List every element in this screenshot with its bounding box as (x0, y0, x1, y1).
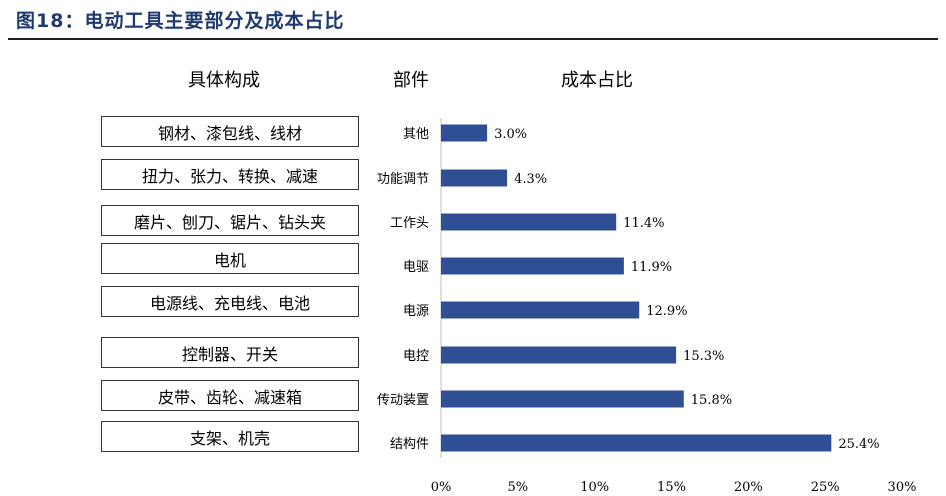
component-box: 钢材、漆包线、线材 (101, 116, 359, 147)
value-label: 4.3% (514, 172, 547, 187)
value-label: 15.3% (683, 349, 724, 364)
x-tick-label: 30% (888, 480, 917, 495)
component-box: 支架、机壳 (101, 421, 359, 452)
category-label: 结构件 (390, 437, 429, 452)
bar (441, 346, 677, 364)
header-components: 具体构成 (188, 70, 260, 91)
category-label: 电源 (403, 304, 429, 319)
category-label: 电驱 (403, 260, 429, 275)
x-tick-label: 0% (431, 480, 452, 495)
value-label: 3.0% (494, 127, 527, 142)
category-label: 功能调节 (377, 172, 429, 187)
value-label: 11.9% (631, 260, 672, 275)
bar (441, 390, 684, 408)
title-divider (8, 38, 938, 40)
component-box: 电机 (101, 243, 359, 274)
category-label: 其他 (403, 127, 429, 142)
value-label: 25.4% (838, 437, 879, 452)
value-label: 15.8% (691, 393, 732, 408)
x-tick-label: 25% (811, 480, 840, 495)
category-label: 传动装置 (377, 393, 429, 408)
x-tick-label: 15% (657, 480, 686, 495)
component-box: 磨片、刨刀、锯片、钻头夹 (101, 205, 359, 236)
bar (441, 124, 488, 142)
x-tick-label: 10% (580, 480, 609, 495)
bar (441, 169, 508, 187)
component-box: 扭力、张力、转换、减速 (101, 159, 359, 190)
figure-title: 图18：电动工具主要部分及成本占比 (16, 10, 345, 32)
value-label: 12.9% (646, 304, 687, 319)
header-cost-share: 成本占比 (561, 70, 633, 91)
header-parts: 部件 (393, 70, 429, 91)
category-label: 工作头 (390, 216, 429, 231)
x-tick-label: 5% (508, 480, 529, 495)
bar (441, 213, 617, 231)
bar (441, 301, 640, 319)
bar (441, 257, 624, 275)
component-box: 皮带、齿轮、减速箱 (101, 380, 359, 411)
component-box: 控制器、开关 (101, 337, 359, 368)
category-label: 电控 (403, 349, 429, 364)
bar (441, 434, 832, 452)
x-tick-label: 20% (734, 480, 763, 495)
value-label: 11.4% (623, 216, 664, 231)
component-box: 电源线、充电线、电池 (101, 286, 359, 317)
